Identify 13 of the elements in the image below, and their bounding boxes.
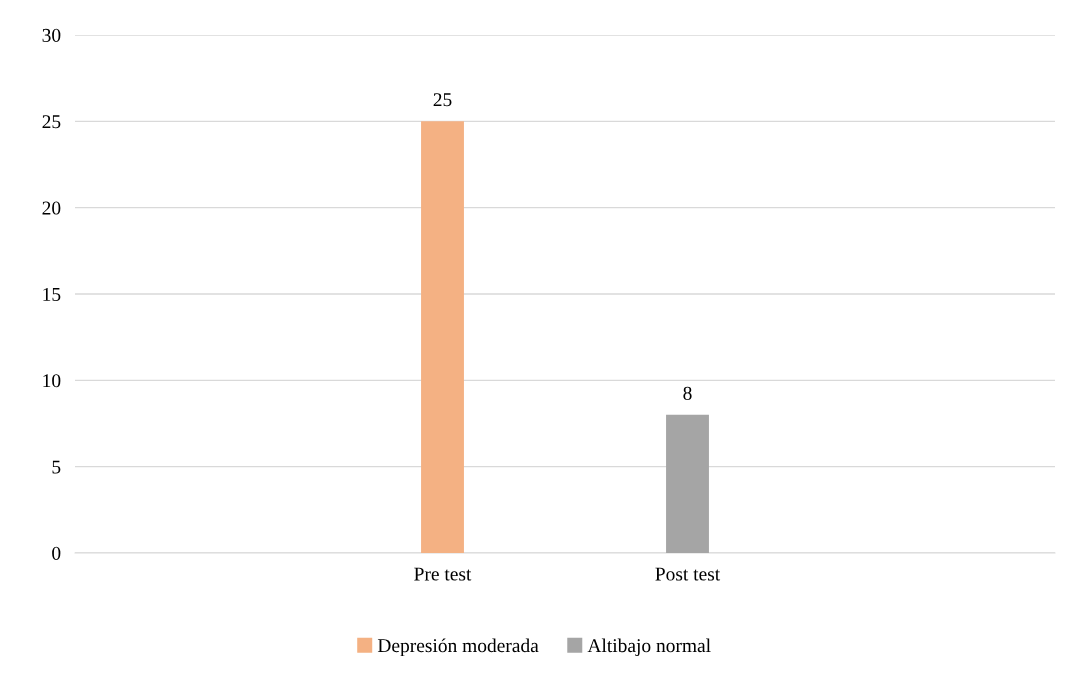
data-label: 25 bbox=[433, 93, 452, 107]
x-tick-label: Post test bbox=[655, 567, 721, 581]
y-tick-label: 30 bbox=[42, 28, 61, 42]
legend-label: Altibajo normal bbox=[587, 638, 711, 657]
y-tick-label: 25 bbox=[42, 115, 61, 129]
y-tick-label: 15 bbox=[43, 287, 61, 301]
y-tick-label: 0 bbox=[52, 546, 61, 560]
y-tick-label: 5 bbox=[52, 460, 61, 474]
legend-label: Depresión moderada bbox=[377, 638, 539, 657]
x-tick-label: Pre test bbox=[414, 567, 472, 581]
data-label: 8 bbox=[683, 386, 692, 400]
y-tick-label: 10 bbox=[43, 374, 61, 388]
y-tick-label: 20 bbox=[42, 201, 61, 215]
